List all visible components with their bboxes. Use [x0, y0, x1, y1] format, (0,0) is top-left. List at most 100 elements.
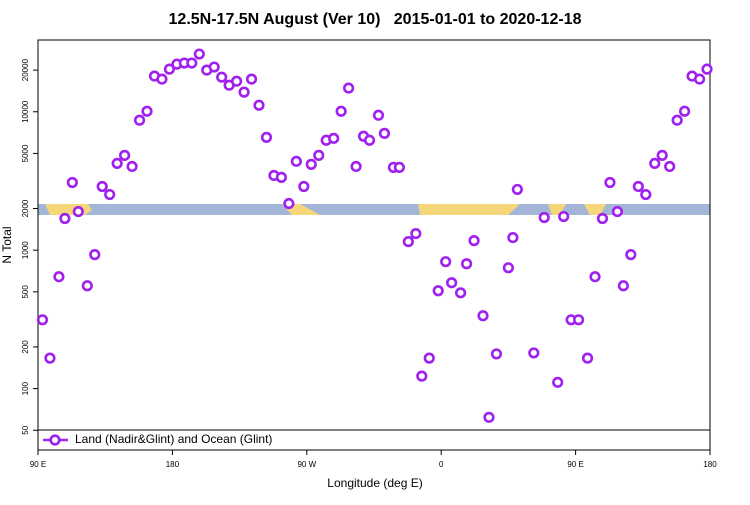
data-point: [460, 258, 473, 270]
data-point: [507, 231, 519, 244]
y-tick-label: 50: [21, 425, 30, 434]
data-point: [604, 176, 616, 189]
data-point: [572, 314, 585, 326]
data-point: [141, 105, 153, 117]
map-band: [38, 204, 710, 215]
y-axis-title: N Total: [0, 226, 14, 263]
data-point: [36, 314, 49, 326]
data-point: [81, 280, 93, 292]
data-point: [581, 352, 594, 364]
legend-label: Land (Nadir&Glint) and Ocean (Glint): [75, 432, 272, 446]
data-point: [625, 249, 637, 261]
data-point: [133, 114, 146, 126]
x-tick-label: 0: [439, 460, 444, 469]
data-point: [328, 132, 340, 144]
data-point: [89, 249, 101, 261]
data-point: [350, 160, 362, 173]
y-tick-label: 200: [21, 340, 30, 354]
data-point: [111, 157, 123, 170]
data-point: [59, 212, 71, 225]
data-point: [193, 48, 205, 60]
land-patch: [584, 204, 606, 215]
data-point: [104, 188, 116, 201]
data-point: [416, 370, 428, 382]
data-point: [363, 134, 376, 146]
data-point: [245, 73, 258, 85]
data-point: [632, 180, 644, 193]
data-point: [656, 149, 668, 161]
data-point: [664, 160, 676, 173]
data-point: [490, 348, 503, 360]
data-point: [378, 127, 391, 139]
data-point: [693, 73, 706, 85]
data-point: [298, 180, 310, 193]
data-point: [511, 183, 523, 196]
y-tick-label: 5000: [21, 144, 30, 162]
data-point: [253, 99, 265, 111]
data-point: [558, 210, 570, 223]
data-point: [502, 262, 515, 274]
data-point: [538, 211, 550, 224]
x-tick-label: 180: [703, 460, 717, 469]
data-point: [483, 411, 495, 423]
ocean-band: [38, 204, 710, 215]
data-point: [72, 205, 84, 218]
data-point: [468, 235, 480, 247]
data-point: [440, 256, 452, 268]
data-point: [640, 188, 652, 201]
data-point: [126, 160, 138, 173]
data-point: [260, 131, 273, 143]
data-point: [611, 205, 624, 218]
data-point: [372, 109, 385, 121]
data-point: [44, 352, 56, 364]
data-point: [410, 227, 422, 240]
data-point: [402, 236, 414, 248]
legend-box: [37, 429, 711, 451]
x-tick-label: 90 E: [567, 460, 583, 469]
data-point: [335, 105, 347, 117]
data-point: [208, 61, 220, 73]
y-tick-label: 1000: [21, 241, 30, 259]
data-point: [156, 73, 168, 85]
data-point: [617, 280, 629, 292]
data-point: [671, 114, 683, 126]
land-patch: [45, 204, 92, 215]
data-point: [119, 149, 131, 161]
data-point: [477, 310, 489, 322]
data-point: [393, 161, 405, 174]
data-point: [423, 352, 435, 364]
data-point: [649, 157, 661, 170]
data-point: [96, 180, 108, 193]
data-point: [231, 75, 243, 87]
data-point: [343, 82, 355, 94]
chart-title: 12.5N-17.5N August (Ver 10) 2015-01-01 t…: [169, 11, 582, 28]
data-point: [679, 105, 691, 117]
data-point: [66, 176, 78, 189]
data-point: [238, 86, 250, 98]
data-point: [163, 63, 176, 75]
data-point: [313, 149, 325, 161]
y-tick-label: 10000: [21, 100, 30, 123]
x-tick-label: 90 W: [297, 460, 316, 469]
data-point: [186, 57, 198, 69]
data-point: [528, 347, 540, 359]
y-tick-label: 100: [21, 381, 30, 395]
data-point: [589, 271, 601, 283]
y-tick-label: 2000: [21, 199, 30, 217]
data-point: [275, 171, 288, 183]
data-point: [701, 63, 713, 75]
data-point: [596, 212, 609, 225]
data-point: [552, 376, 564, 388]
data-point: [446, 277, 458, 289]
data-point: [290, 155, 302, 167]
data-point: [432, 285, 444, 297]
legend: Land (Nadir&Glint) and Ocean (Glint): [37, 429, 711, 451]
land-patch: [418, 204, 520, 215]
x-tick-label: 180: [166, 460, 180, 469]
y-tick-label: 20000: [21, 58, 30, 81]
x-tick-label: 90 E: [30, 460, 46, 469]
data-point: [455, 287, 467, 299]
legend-marker: [49, 434, 61, 446]
